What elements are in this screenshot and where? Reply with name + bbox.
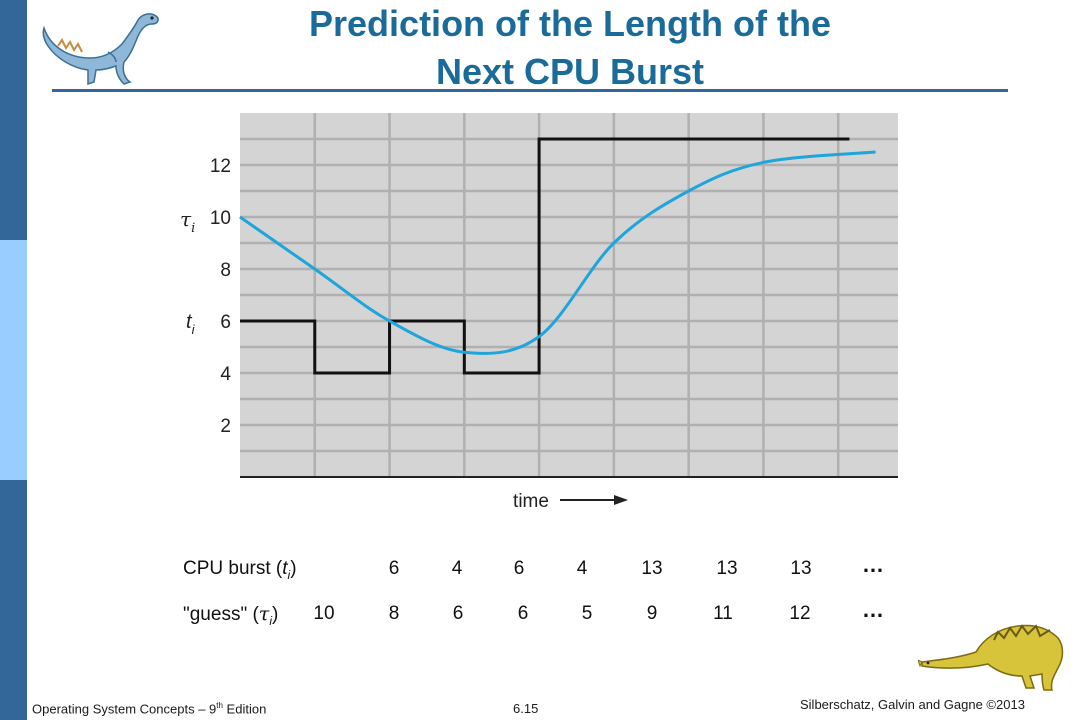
burst-ellipsis: … xyxy=(862,552,885,577)
slide-title: Prediction of the Length of the Next CPU… xyxy=(240,0,900,96)
y-tick-label: 12 xyxy=(210,156,231,177)
burst-value: 13 xyxy=(641,558,663,579)
y-tick-label: 6 xyxy=(220,312,231,333)
y-axis-label-t-sub: i xyxy=(192,322,196,337)
guess-row-label: "guess" (τi) xyxy=(183,603,279,628)
series-guess-line xyxy=(239,150,876,355)
burst-value: 13 xyxy=(790,558,812,579)
y-tick-label: 8 xyxy=(220,260,231,281)
slide-title-line2: Next CPU Burst xyxy=(435,51,705,92)
dinosaur-logo-bottom xyxy=(918,624,1064,691)
guess-value: 11 xyxy=(713,603,733,624)
guess-value: 8 xyxy=(388,603,400,624)
burst-value: 6 xyxy=(388,558,400,579)
footer-copyright: Silberschatz, Galvin and Gagne ©2013 xyxy=(800,697,1025,712)
table-row-cpu-burst: CPU burst (ti) 6 4 6 4 13 13 13 … xyxy=(0,552,1080,588)
footer-page-number: 6.15 xyxy=(513,701,539,716)
sidebar-band-highlight xyxy=(0,240,27,480)
y-axis-label-tau: τi xyxy=(180,207,195,236)
guess-value: 9 xyxy=(646,603,658,624)
burst-row-label: CPU burst (ti) xyxy=(183,558,297,582)
burst-value: 4 xyxy=(576,558,588,579)
table-row-guess: "guess" (τi) 10 8 6 6 5 9 11 12 … xyxy=(0,597,1080,633)
guess-value: 6 xyxy=(452,603,464,624)
burst-prediction-chart: 2 4 6 8 10 12 τi ti time xyxy=(180,113,898,512)
guess-ellipsis: … xyxy=(862,597,885,622)
y-axis-label-t: ti xyxy=(186,311,196,337)
guess-value: 6 xyxy=(517,603,529,624)
slide-title-line1: Prediction of the Length of the xyxy=(309,3,831,44)
title-underline xyxy=(52,89,1008,92)
footer-book-title: Operating System Concepts – 9th Edition xyxy=(32,701,267,717)
guess-value: 5 xyxy=(581,603,593,624)
y-axis-label-tau-sub: i xyxy=(191,221,195,236)
x-axis-label: time xyxy=(513,491,549,512)
burst-value: 6 xyxy=(513,558,525,579)
y-tick-label: 2 xyxy=(220,416,231,437)
series-cpu-burst-line xyxy=(240,137,850,375)
burst-value: 13 xyxy=(716,558,738,579)
time-arrow-head xyxy=(614,495,628,505)
burst-value: 4 xyxy=(451,558,463,579)
y-tick-label: 4 xyxy=(220,364,231,385)
y-tick-label: 10 xyxy=(210,208,231,229)
y-tick-labels: 2 4 6 8 10 12 xyxy=(210,156,232,437)
guess-value: 12 xyxy=(789,603,811,624)
dinosaur-logo-top xyxy=(42,13,159,86)
guess-value: 10 xyxy=(313,603,335,624)
